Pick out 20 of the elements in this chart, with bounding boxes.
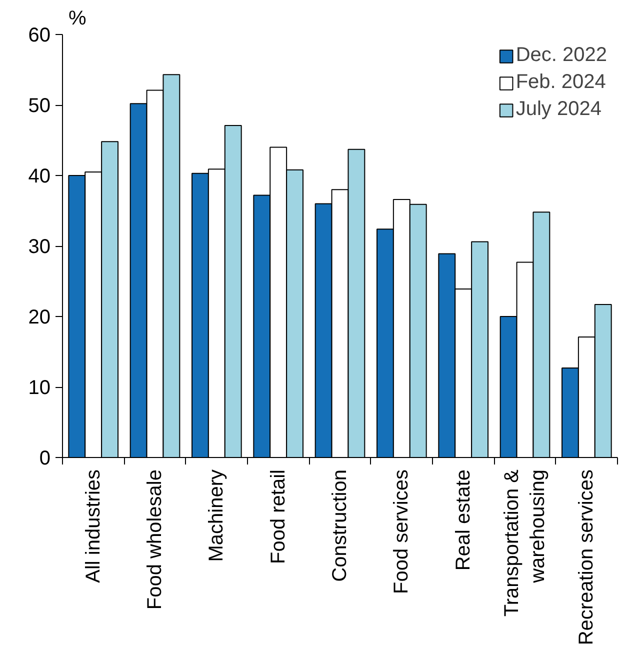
x-tick-label: Construction <box>329 469 351 582</box>
legend-label: Dec. 2022 <box>516 44 607 67</box>
y-tick-label: 60 <box>28 24 51 46</box>
y-tick-label: 30 <box>28 236 51 258</box>
y-axis-title: % <box>68 8 86 30</box>
legend-label: July 2024 <box>516 98 602 121</box>
x-tick-label: All industries <box>82 469 104 583</box>
y-tick-label: 40 <box>28 166 51 188</box>
x-tick-label: Food retail <box>267 469 290 564</box>
y-tick-label: 0 <box>39 448 50 470</box>
x-tick-label: Food wholesale <box>144 469 166 610</box>
y-tick-label: 20 <box>28 306 51 328</box>
x-tick-label: Machinery <box>206 469 228 562</box>
x-tick-label: Transportation & warehousing <box>500 468 550 617</box>
y-tick-label: 50 <box>28 95 51 117</box>
legend-label: Feb. 2024 <box>516 71 606 94</box>
x-tick-label: Real estate <box>452 470 474 571</box>
x-tick-label: Food services <box>390 469 413 594</box>
x-tick-label: Recreation services <box>576 470 598 646</box>
y-tick-label: 10 <box>28 377 51 399</box>
